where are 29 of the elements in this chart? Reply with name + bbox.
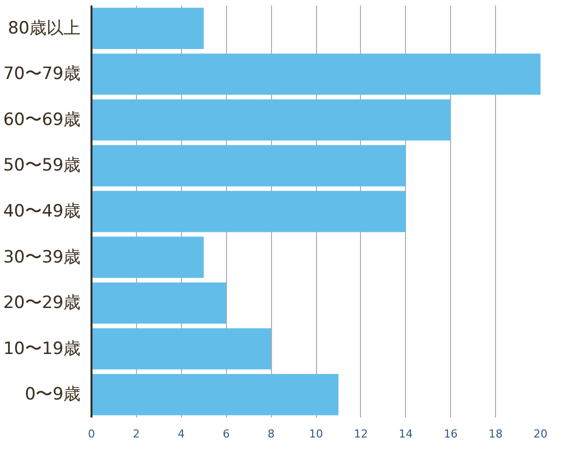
bar: [92, 190, 406, 232]
x-tick-label: 0: [88, 428, 95, 440]
y-tick-label: 40〜49歳: [3, 202, 80, 222]
x-tick-label: 6: [222, 428, 230, 440]
y-tick-label: 50〜59歳: [3, 156, 80, 176]
y-tick-label: 20〜29歳: [3, 293, 80, 314]
x-tick-label: 18: [488, 428, 503, 440]
y-tick-label: 30〜39歳: [3, 247, 80, 268]
bar: [92, 54, 540, 95]
bar: [92, 236, 204, 278]
bar: [92, 99, 451, 141]
y-tick-label: 0〜9歳: [24, 384, 81, 405]
y-tick-label: 70〜79歳: [3, 64, 80, 84]
y-tick-label: 80歳以上: [8, 18, 81, 38]
x-tick-label: 4: [178, 428, 185, 440]
bar: [92, 282, 226, 324]
y-tick-label: 60〜69歳: [3, 110, 80, 130]
y-tick-label: 10〜19歳: [3, 338, 80, 359]
x-tick-label: 2: [132, 428, 140, 440]
x-tick-label: 12: [354, 428, 368, 440]
x-tick-label: 10: [309, 428, 323, 440]
x-tick-label: 14: [398, 428, 413, 440]
bar: [92, 8, 204, 49]
bar: [92, 328, 272, 370]
x-tick-label: 8: [268, 428, 275, 440]
x-tick-label: 16: [444, 428, 458, 440]
x-tick-label: 20: [534, 428, 548, 440]
bar: [92, 145, 406, 186]
bar: [92, 374, 338, 416]
